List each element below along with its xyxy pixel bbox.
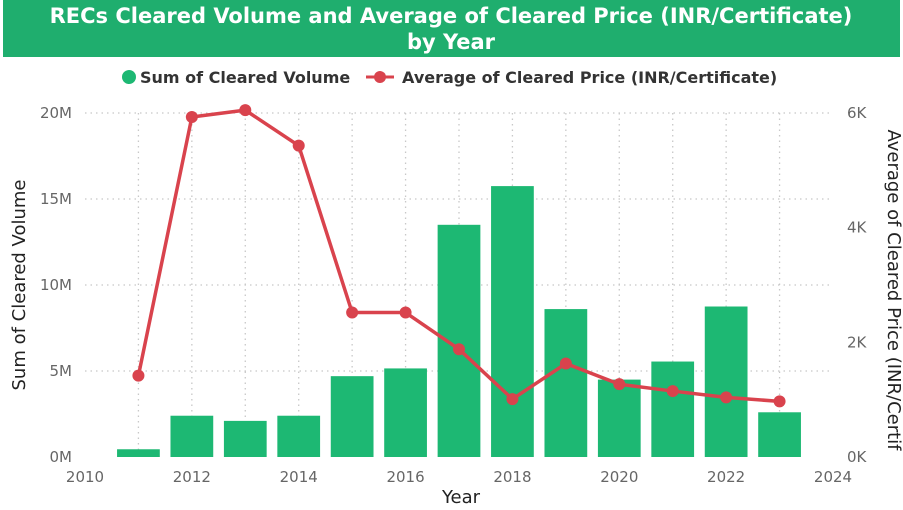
legend-label-volume: Sum of Cleared Volume	[140, 68, 350, 87]
price-point-2011	[132, 369, 145, 382]
bar-2014	[277, 415, 321, 457]
price-point-2022	[720, 391, 733, 404]
y2-tick-label: 4K	[847, 219, 868, 237]
x-tick-label: 2022	[707, 468, 745, 486]
price-point-2021	[666, 385, 679, 398]
bar-2018	[491, 186, 534, 457]
line-series	[132, 104, 786, 408]
price-point-2012	[185, 111, 198, 124]
price-point-2016	[399, 306, 412, 319]
chart-title-line-2: by Year	[407, 30, 496, 54]
bar-2022	[704, 306, 748, 457]
price-point-2017	[453, 343, 465, 356]
x-tick-label: 2024	[814, 468, 852, 486]
price-point-2020	[613, 378, 626, 391]
price-point-2019	[559, 357, 572, 370]
y-axis-title: Sum of Cleared Volume	[9, 179, 30, 390]
bar-2013	[223, 420, 267, 457]
bar-2023	[758, 412, 801, 457]
price-point-2013	[239, 104, 252, 117]
bar-2012	[170, 415, 214, 457]
y2-tick-label: 2K	[847, 333, 868, 351]
price-point-2023	[773, 395, 786, 408]
x-tick-label: 2014	[280, 468, 318, 486]
bar-2021	[651, 361, 695, 457]
price-point-2014	[292, 139, 305, 152]
axis-labels: 0M 5M 10M 15M 20M 0K 2K 4K 6K 2010 2012 2014 2016 201…	[40, 104, 868, 486]
bar-2019	[544, 309, 588, 457]
bar-2016	[384, 368, 427, 457]
bar-series	[117, 186, 801, 457]
x-tick-label: 2018	[493, 468, 531, 486]
title-banner	[3, 0, 900, 57]
bar-2011	[117, 449, 160, 457]
price-point-2018	[506, 393, 519, 406]
x-tick-label: 2012	[173, 468, 211, 486]
y-tick-label: 10M	[40, 276, 72, 294]
y-tick-label: 15M	[40, 190, 72, 208]
legend-label-price: Average of Cleared Price (INR/Certificat…	[402, 68, 777, 87]
legend-swatch-price-dot	[374, 71, 386, 83]
x-tick-label: 2020	[600, 468, 638, 486]
chart-title-line-1: RECs Cleared Volume and Average of Clear…	[50, 4, 853, 28]
y2-axis-title: Average of Cleared Price (INR/Certif	[883, 129, 903, 451]
bar-2015	[330, 376, 374, 457]
legend-swatch-volume	[122, 70, 136, 84]
y2-tick-label: 0K	[847, 448, 868, 466]
y-tick-label: 20M	[40, 104, 72, 122]
y2-tick-label: 6K	[847, 104, 868, 122]
x-axis-title: Year	[441, 487, 481, 508]
x-tick-label: 2016	[386, 468, 424, 486]
legend: Sum of Cleared Volume Average of Cleared…	[122, 68, 777, 87]
bar-2020	[597, 379, 641, 457]
y-tick-label: 0M	[50, 448, 73, 466]
price-point-2015	[346, 306, 359, 319]
y-tick-label: 5M	[50, 362, 73, 380]
x-tick-label: 2010	[66, 468, 104, 486]
